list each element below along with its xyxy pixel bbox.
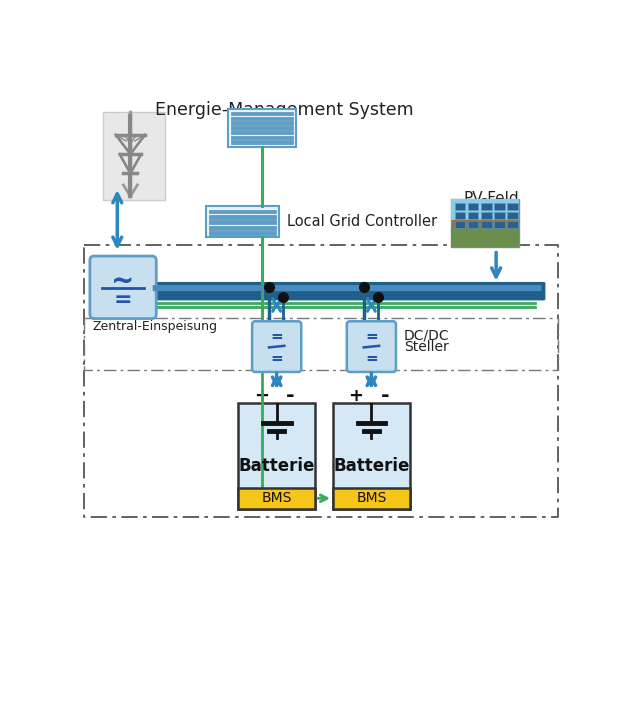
Text: Batterie: Batterie	[239, 457, 315, 475]
Bar	[507, 212, 518, 219]
Bar	[209, 226, 276, 229]
FancyBboxPatch shape	[346, 322, 396, 372]
Text: -: -	[381, 386, 389, 406]
Text: BMS: BMS	[356, 492, 387, 505]
Text: Steller: Steller	[404, 340, 449, 354]
Bar	[454, 212, 466, 219]
Bar	[481, 212, 491, 219]
Text: ~: ~	[112, 268, 135, 296]
Bar	[452, 199, 519, 247]
Bar	[467, 212, 478, 219]
Bar	[228, 109, 296, 147]
Text: Batterie: Batterie	[333, 457, 410, 475]
Bar	[481, 221, 491, 228]
Bar	[209, 231, 276, 235]
Bar	[231, 117, 293, 120]
FancyBboxPatch shape	[252, 322, 301, 372]
Text: Energie-Management System: Energie-Management System	[155, 101, 414, 119]
FancyBboxPatch shape	[151, 282, 546, 301]
Text: =: =	[270, 351, 283, 366]
Bar	[206, 206, 279, 237]
Bar	[238, 403, 315, 509]
Bar	[238, 488, 315, 509]
Bar	[231, 131, 293, 134]
Bar	[452, 227, 519, 247]
Text: =: =	[270, 329, 283, 344]
Bar	[454, 203, 466, 210]
Bar	[494, 212, 505, 219]
Bar	[494, 221, 505, 228]
Bar	[507, 203, 518, 210]
Text: +: +	[348, 387, 364, 405]
Text: BMS: BMS	[261, 492, 292, 505]
Text: DC/DC: DC/DC	[404, 328, 449, 342]
Bar	[333, 488, 410, 509]
Bar	[333, 403, 410, 509]
Bar	[209, 210, 276, 213]
FancyBboxPatch shape	[152, 285, 542, 291]
Text: Zentral-Einspeisung: Zentral-Einspeisung	[93, 320, 217, 333]
Bar	[231, 121, 293, 125]
Text: Local Grid Controller: Local Grid Controller	[287, 214, 437, 229]
Bar	[494, 203, 505, 210]
Bar	[481, 203, 491, 210]
Bar	[467, 203, 478, 210]
FancyBboxPatch shape	[90, 256, 156, 319]
Text: -: -	[286, 386, 295, 406]
Bar	[231, 140, 293, 144]
Bar	[231, 112, 293, 115]
Bar	[231, 136, 293, 139]
Bar	[454, 221, 466, 228]
Text: =: =	[365, 329, 378, 344]
Bar	[467, 221, 478, 228]
Text: =: =	[114, 290, 132, 311]
Text: =: =	[365, 351, 378, 366]
Bar	[103, 112, 165, 200]
Text: +: +	[254, 387, 269, 405]
Bar	[452, 199, 519, 220]
Bar	[231, 126, 293, 129]
Bar	[209, 215, 276, 219]
Bar	[209, 220, 276, 224]
Text: PV-Feld: PV-Feld	[464, 191, 519, 206]
Bar	[507, 221, 518, 228]
